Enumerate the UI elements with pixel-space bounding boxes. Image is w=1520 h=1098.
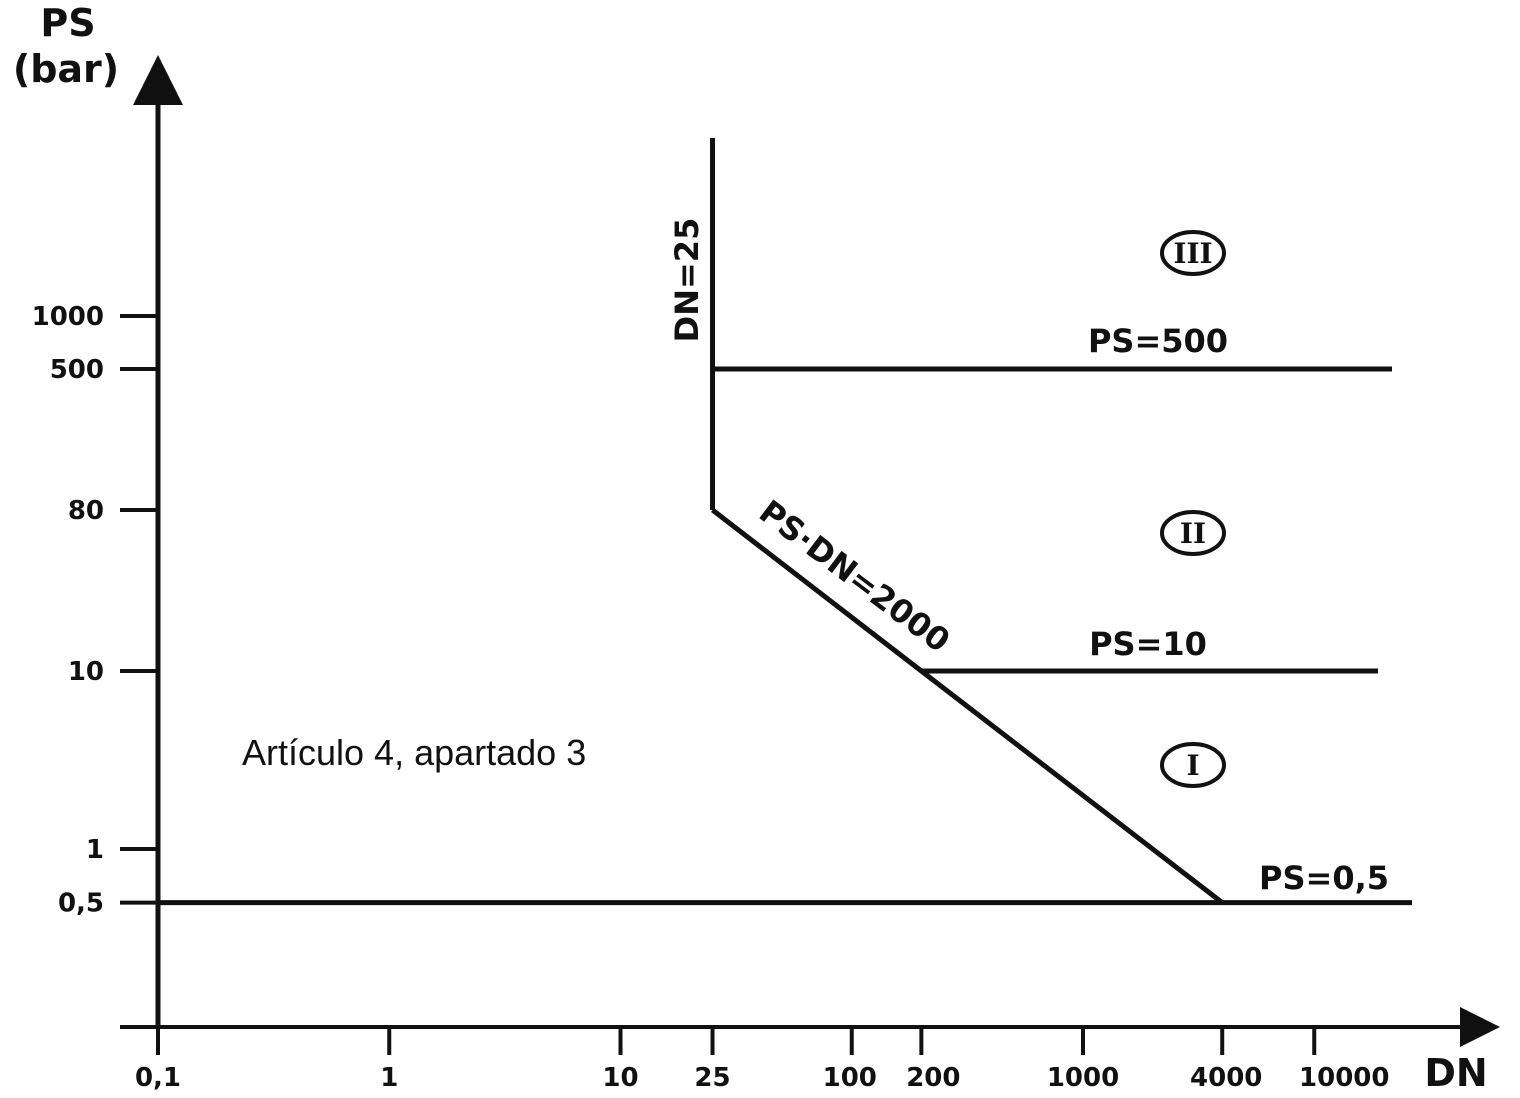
region-label: II [1180, 517, 1206, 550]
y-axis-unit: (bar) [13, 47, 119, 91]
y-tick-label: 1 [86, 835, 104, 865]
x-tick-label: 10000 [1299, 1063, 1389, 1093]
x-tick-label: 0,1 [135, 1063, 181, 1093]
x-tick-label: 25 [694, 1063, 730, 1093]
series-label-ps-0-5: PS=0,5 [1259, 859, 1389, 897]
x-tick-label: 100 [823, 1063, 877, 1093]
axes: 0,1 1 10 25 100 200 1000 4000 10000 0,5 1 10 80 500 10… [13, 1, 1500, 1095]
region-circle [1160, 230, 1226, 276]
region-i: I [1160, 742, 1226, 788]
region-iii: III [1160, 230, 1226, 276]
region-ii: II [1160, 510, 1226, 556]
series-layer [158, 138, 1412, 906]
annotation-articulo: Artículo 4, apartado 3 [242, 732, 586, 773]
region-label: I [1186, 749, 1199, 782]
x-tick-label: 10 [602, 1063, 638, 1093]
y-tick-label: 10 [68, 657, 104, 687]
series-label-ps-10: PS=10 [1089, 625, 1207, 663]
x-tick-label: 4000 [1190, 1063, 1262, 1093]
region-circle [1160, 742, 1226, 788]
x-axis-title: DN [1424, 1051, 1487, 1095]
y-tick-label: 0,5 [58, 889, 104, 919]
region-circle [1160, 510, 1226, 556]
series-label-ps-dn-2000: PS·DN=2000 [752, 492, 957, 659]
y-tick-label: 500 [50, 355, 104, 385]
x-tick-label: 200 [906, 1063, 960, 1093]
series-label-dn-25: DN=25 [668, 218, 706, 343]
series-ps-dn-2000 [710, 508, 1224, 905]
x-tick-label: 1000 [1047, 1063, 1119, 1093]
y-tick-label: 80 [68, 496, 104, 526]
region-label: III [1173, 237, 1212, 270]
y-tick-label: 1000 [32, 302, 104, 332]
y-axis-title: PS [40, 1, 95, 45]
series-label-ps-500: PS=500 [1088, 322, 1228, 360]
x-tick-label: 1 [380, 1063, 398, 1093]
